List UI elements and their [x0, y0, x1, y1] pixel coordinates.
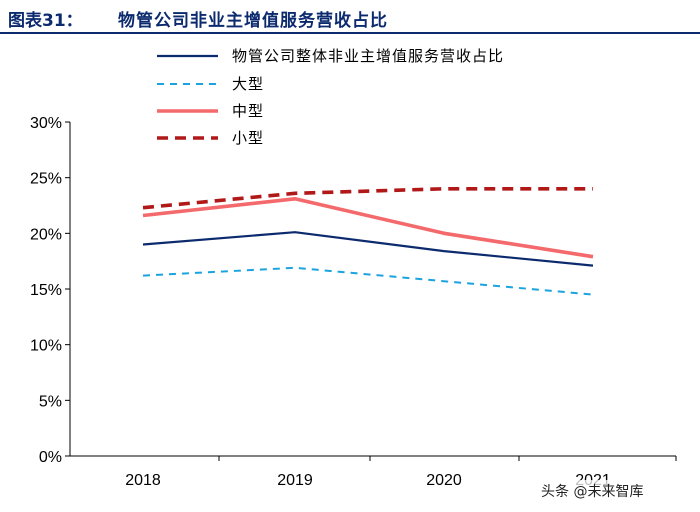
figure-title: 物管公司非业主增值服务营收占比	[118, 11, 388, 31]
legend-label-3: 小型	[232, 129, 264, 147]
legend-label-1: 大型	[232, 75, 264, 93]
watermark: 头条 @未来智库	[538, 480, 647, 502]
series-line-0	[142, 231, 594, 267]
series-line-3	[142, 187, 593, 210]
x-tick-label: 2020	[426, 472, 462, 489]
x-tick-label: 2018	[125, 472, 161, 489]
y-tick-label: 0%	[39, 449, 62, 466]
y-tick-label: 30%	[30, 115, 62, 132]
title-divider	[0, 32, 700, 34]
y-tick-label: 15%	[30, 282, 62, 299]
y-tick-label: 20%	[30, 226, 62, 243]
y-tick-label: 5%	[39, 393, 62, 410]
series-line-1	[142, 266, 594, 296]
legend-label-0: 物管公司整体非业主增值服务营收占比	[232, 47, 504, 65]
y-tick-label: 10%	[30, 338, 62, 355]
legend-label-2: 中型	[232, 102, 264, 120]
series-line-2	[142, 197, 594, 259]
figure-label: 图表31：	[8, 11, 83, 31]
figure-header: 图表31： 物管公司非业主增值服务营收占比	[0, 0, 700, 32]
y-tick-label: 25%	[30, 171, 62, 188]
x-tick-label: 2019	[277, 472, 313, 489]
